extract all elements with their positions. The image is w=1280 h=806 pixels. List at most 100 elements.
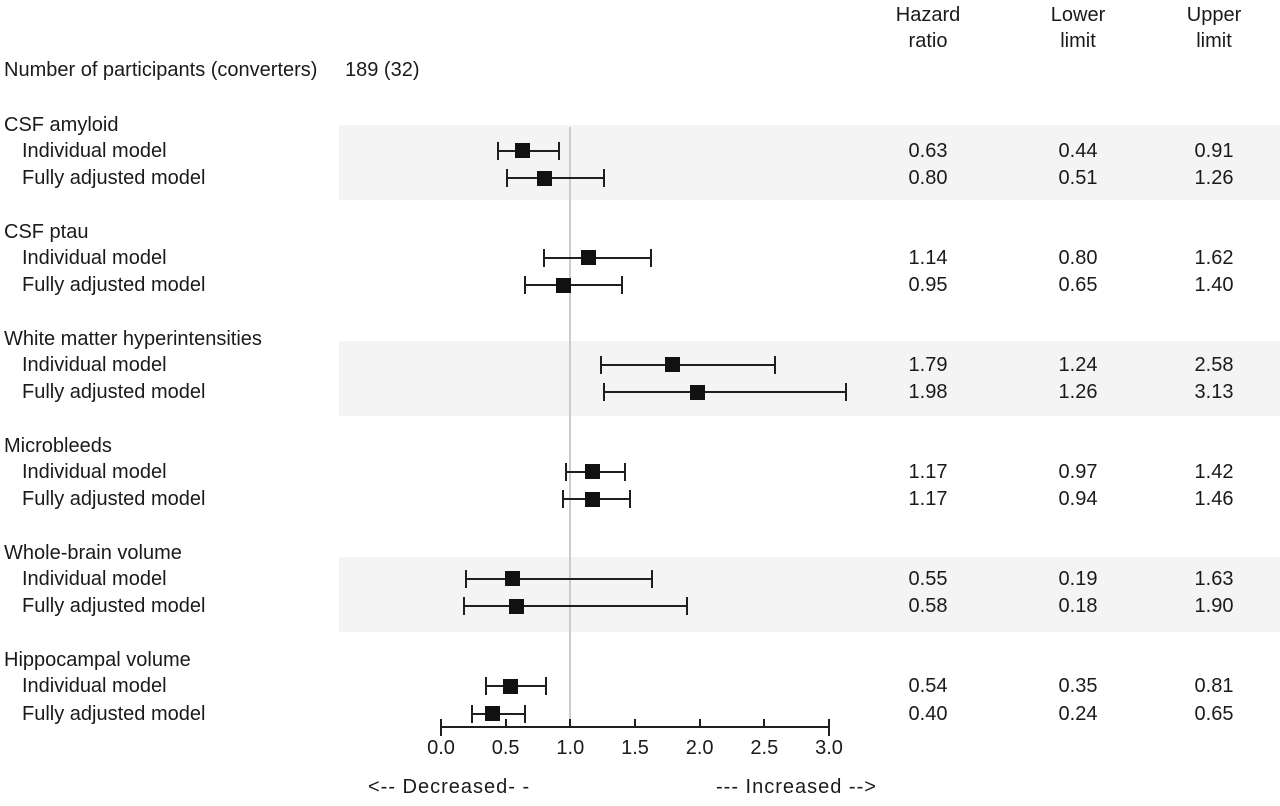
ci-lower-cap (565, 462, 568, 481)
ci-upper-cap (628, 490, 631, 509)
x-axis-tick-label: 0.5 (491, 737, 520, 759)
point-estimate-marker (584, 491, 600, 507)
point-estimate-marker (665, 357, 680, 373)
ci-lower-cap (561, 490, 564, 509)
point-estimate-marker (485, 706, 501, 721)
point-estimate-marker (536, 170, 552, 186)
model-row-label: Individual model (22, 139, 167, 162)
upper-limit-value: 1.46 (1194, 488, 1234, 511)
ci-upper-cap (602, 169, 605, 187)
hazard-ratio-value: 0.80 (908, 167, 948, 189)
column-header-line: Upper (1186, 4, 1242, 26)
x-axis-line (440, 726, 830, 728)
upper-limit-value: 1.26 (1194, 167, 1234, 189)
ci-upper-cap (649, 248, 652, 267)
model-row-label: Fully adjusted model (22, 274, 206, 297)
ci-upper-cap (623, 462, 626, 481)
model-row-label: Fully adjusted model (22, 702, 206, 725)
x-axis-end-hook (827, 727, 830, 736)
upper-limit-value: 1.40 (1194, 274, 1234, 297)
point-estimate-marker (580, 250, 596, 266)
increased-direction-label: --- Increased --> (716, 776, 877, 798)
lower-limit-value: 0.94 (1058, 488, 1098, 511)
ci-lower-cap (463, 597, 466, 616)
reference-line (569, 127, 572, 727)
upper-limit-value: 2.58 (1194, 353, 1234, 376)
ci-whisker-line (506, 177, 604, 179)
hazard-ratio-value: 0.95 (908, 274, 948, 297)
participants-line: Number of participants (converters) 189 … (4, 59, 420, 82)
model-row-label: Fully adjusted model (22, 167, 206, 189)
lower-limit-value: 0.65 (1058, 274, 1098, 297)
x-axis-tick-label: 1.0 (556, 737, 585, 759)
x-axis-tick-label: 2.5 (750, 737, 779, 759)
group-label: CSF amyloid (4, 113, 119, 136)
model-row-label: Fully adjusted model (22, 595, 206, 618)
x-axis-tick (698, 719, 701, 727)
model-row-label: Individual model (22, 567, 167, 590)
upper-limit-value: 1.90 (1194, 595, 1234, 618)
x-axis-tick-label: 1.5 (621, 737, 649, 759)
column-header-lower-limit: Lower limit (1018, 2, 1138, 54)
x-axis-tick (504, 719, 507, 727)
hazard-ratio-value: 0.55 (908, 567, 948, 590)
lower-limit-value: 1.24 (1058, 353, 1098, 376)
hazard-ratio-value: 1.17 (908, 488, 948, 511)
point-estimate-marker (556, 277, 572, 293)
ci-whisker-line (525, 284, 623, 287)
upper-limit-value: 0.81 (1194, 675, 1234, 697)
ci-whisker-line (465, 577, 652, 580)
group-label: CSF ptau (4, 220, 89, 243)
lower-limit-value: 0.19 (1058, 567, 1098, 590)
group-label: Whole-brain volume (4, 541, 182, 564)
shaded-band (339, 557, 1280, 632)
upper-limit-value: 1.42 (1194, 460, 1234, 483)
participants-label: Number of participants (converters) (4, 59, 318, 81)
column-header-line: limit (1196, 30, 1232, 52)
hazard-ratio-value: 0.58 (908, 595, 948, 618)
x-axis-tick (569, 719, 572, 727)
column-header-upper-limit: Upper limit (1154, 2, 1274, 54)
participants-value: 189 (32) (345, 59, 420, 81)
hazard-ratio-value: 1.14 (908, 246, 948, 269)
x-axis-tick-label: 3.0 (815, 737, 843, 759)
upper-limit-value: 1.62 (1194, 246, 1234, 269)
point-estimate-marker (584, 464, 600, 480)
x-axis-tick-label: 0.0 (427, 737, 455, 759)
upper-limit-value: 0.65 (1194, 702, 1234, 725)
hazard-ratio-value: 1.98 (908, 381, 948, 404)
ci-upper-cap (557, 141, 560, 160)
point-estimate-marker (514, 143, 530, 158)
point-estimate-marker (508, 598, 524, 614)
group-label: Microbleeds (4, 434, 112, 457)
upper-limit-value: 0.91 (1194, 139, 1234, 162)
ci-whisker-line (603, 391, 846, 394)
ci-lower-cap (505, 169, 508, 187)
ci-whisker-line (544, 256, 651, 259)
column-header-line: Hazard (895, 4, 961, 26)
model-row-label: Individual model (22, 460, 167, 483)
x-axis-end-hook (440, 727, 442, 736)
hazard-ratio-value: 0.40 (908, 702, 948, 725)
lower-limit-value: 0.80 (1058, 246, 1098, 269)
model-row-label: Individual model (22, 353, 167, 376)
decreased-direction-label: <-- Decreased- - (368, 776, 531, 798)
model-row-label: Individual model (22, 675, 167, 697)
upper-limit-value: 1.63 (1194, 567, 1234, 590)
ci-upper-cap (773, 355, 776, 374)
x-axis-tick (440, 719, 442, 727)
upper-limit-value: 3.13 (1194, 381, 1234, 404)
shaded-band (339, 125, 1280, 200)
lower-limit-value: 0.97 (1058, 460, 1098, 483)
point-estimate-marker (504, 571, 520, 587)
x-axis-tick (633, 719, 636, 727)
ci-lower-cap (543, 248, 546, 267)
hazard-ratio-value: 0.63 (908, 139, 948, 162)
column-header-hazard-ratio: Hazard ratio (868, 2, 988, 54)
hazard-ratio-value: 1.79 (908, 353, 948, 376)
ci-whisker-line (464, 605, 687, 608)
ci-lower-cap (485, 677, 488, 695)
point-estimate-marker (689, 384, 705, 400)
shaded-band (339, 341, 1280, 416)
